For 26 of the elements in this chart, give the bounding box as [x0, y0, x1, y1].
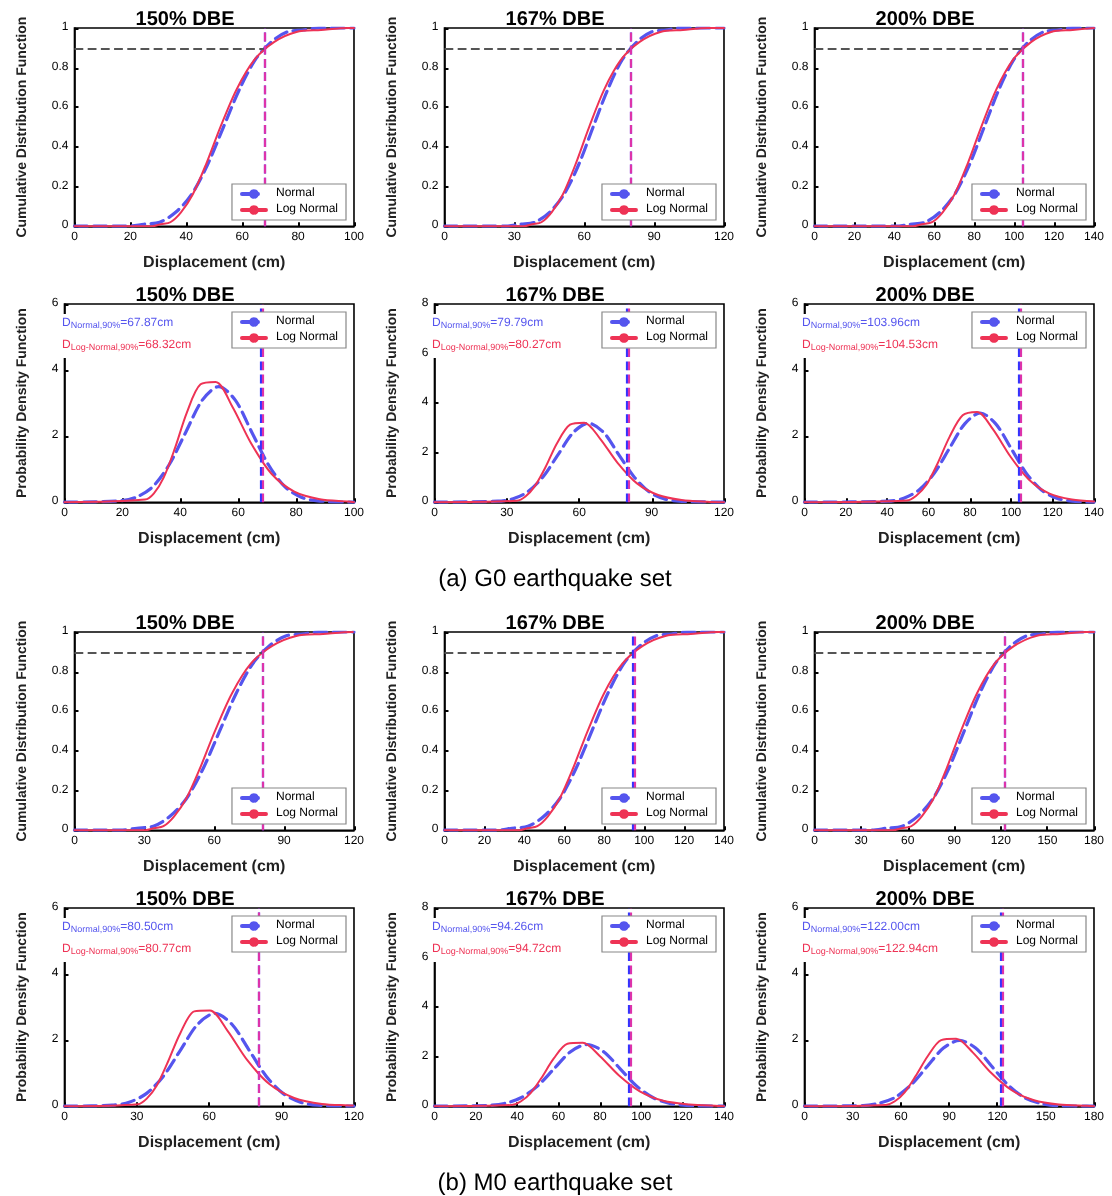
- chart-title: 167% DBE: [505, 613, 606, 635]
- x-axis-title: Displacement (cm): [138, 529, 282, 547]
- x-axis-title: Displacement (cm): [878, 529, 1022, 547]
- text: (a) G0 earthquake set: [436, 564, 674, 592]
- chart-title: 167% DBE: [505, 9, 606, 31]
- chart-title: 200% DBE: [875, 9, 976, 31]
- x-axis-title: Displacement (cm): [513, 857, 657, 875]
- text: (b) M0 earthquake set: [435, 1168, 675, 1196]
- chart-title: 150% DBE: [135, 285, 236, 307]
- x-axis-title: Displacement (cm): [143, 253, 287, 271]
- chart-title: 200% DBE: [875, 613, 976, 635]
- chart-title: 150% DBE: [135, 613, 236, 635]
- x-axis-title: Displacement (cm): [883, 857, 1027, 875]
- chart-title: 200% DBE: [875, 285, 976, 307]
- chart-title: 150% DBE: [135, 889, 236, 911]
- x-axis-title: Displacement (cm): [508, 1133, 652, 1151]
- x-axis-title: Displacement (cm): [878, 1133, 1022, 1151]
- x-axis-title: Displacement (cm): [508, 529, 652, 547]
- x-axis-title: Displacement (cm): [143, 857, 287, 875]
- x-axis-title: Displacement (cm): [883, 253, 1027, 271]
- chart-title: 200% DBE: [875, 889, 976, 911]
- x-axis-title: Displacement (cm): [513, 253, 657, 271]
- x-axis-title: Displacement (cm): [138, 1133, 282, 1151]
- chart-title: 167% DBE: [505, 285, 606, 307]
- chart-title: 150% DBE: [135, 9, 236, 31]
- chart-title: 167% DBE: [505, 889, 606, 911]
